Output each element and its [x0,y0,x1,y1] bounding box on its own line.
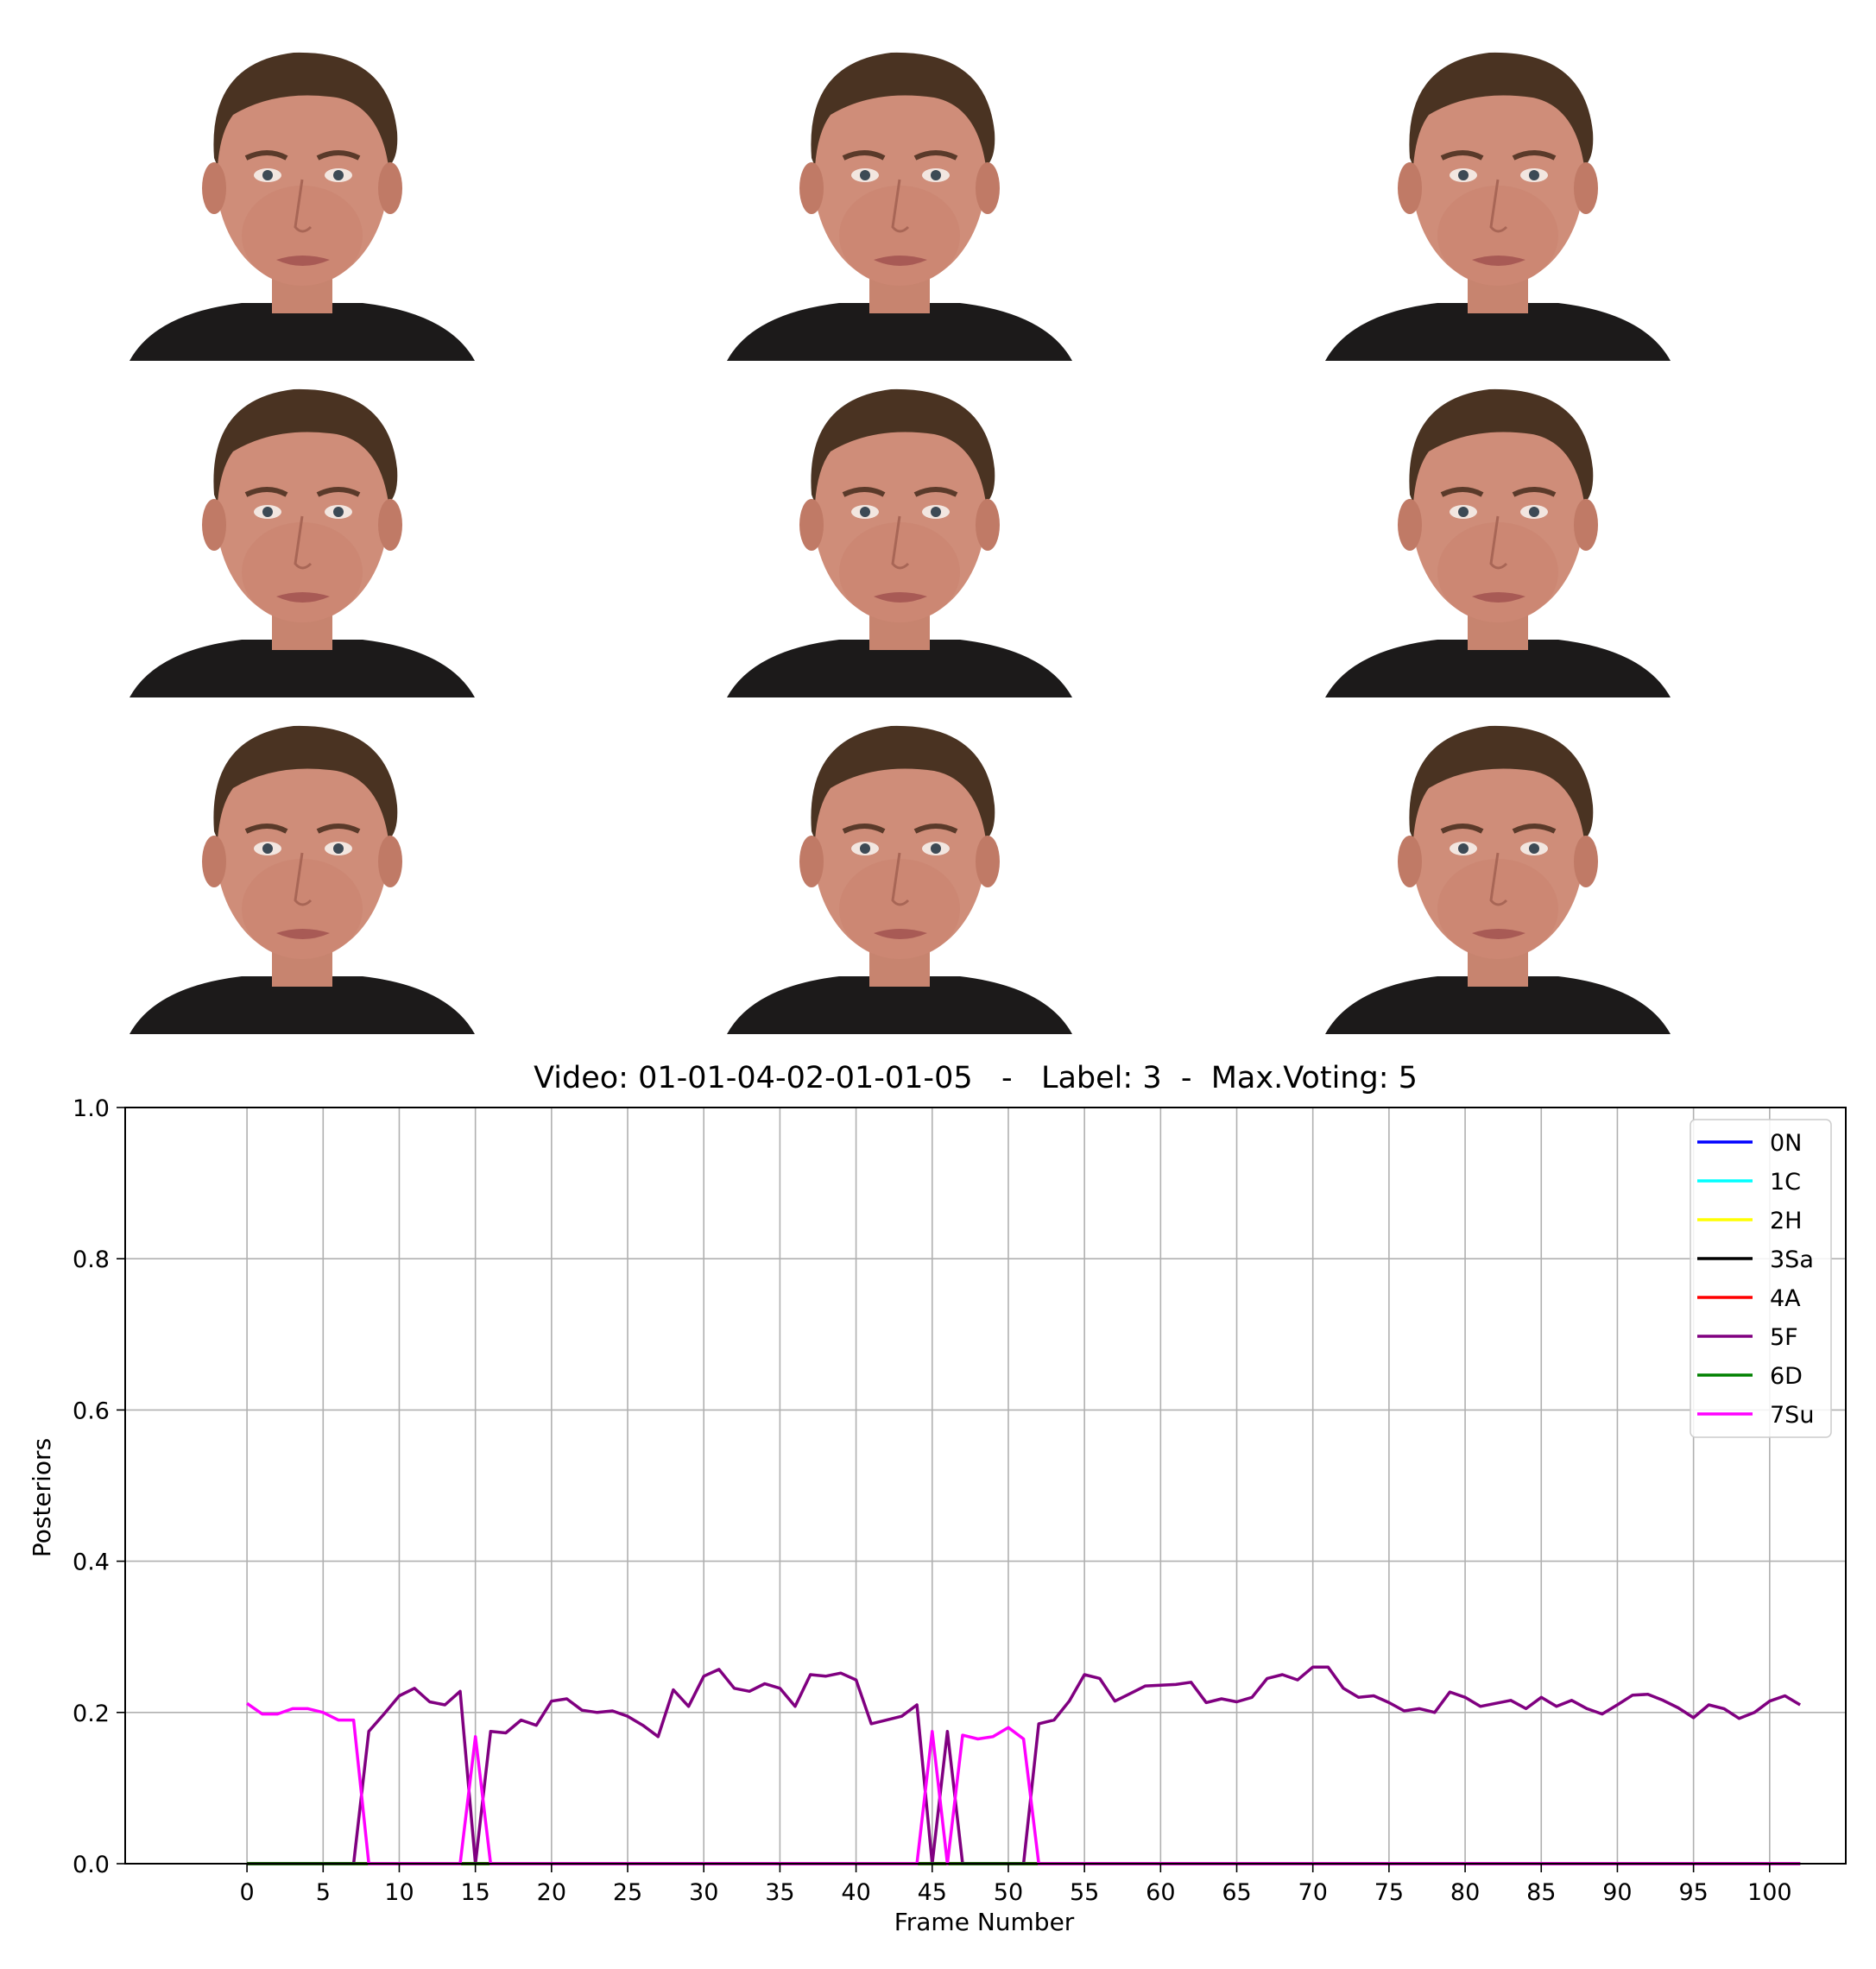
legend-label-4A: 4A [1770,1285,1801,1312]
y-tick-label: 0.2 [73,1701,110,1727]
posteriors-chart: 0 5 10 15 20 25 30 35 40 45 50 55 60 65 70 75 80 85 90 95 10… [28,1061,1847,1936]
face-frame-7 [95,702,509,1034]
x-tick-label: 15 [460,1879,490,1906]
x-tick-label: 50 [994,1879,1023,1906]
face-frame-4 [95,365,509,697]
y-tick-label: 0.4 [73,1549,110,1576]
legend-label-0N: 0N [1770,1130,1802,1157]
axis-ticks: 0 5 10 15 20 25 30 35 40 45 50 55 60 65 70 75 80 85 90 95 10… [73,1095,1792,1906]
x-tick-label: 60 [1146,1879,1175,1906]
x-tick-label: 5 [316,1879,331,1906]
legend-label-6D: 6D [1770,1363,1803,1390]
face-frame-9 [1291,702,1705,1034]
series-line-7Su [246,1701,1801,1865]
y-tick-label: 0.8 [73,1246,110,1273]
grid [125,1107,1846,1865]
x-tick-label: 10 [384,1879,414,1906]
x-tick-label: 0 [240,1879,255,1906]
legend-label-2H: 2H [1770,1208,1802,1234]
legend-label-1C: 1C [1770,1169,1801,1196]
legend-box [1690,1119,1832,1438]
face-frame-5 [692,365,1107,697]
x-tick-label: 55 [1070,1879,1099,1906]
y-tick-label: 1.0 [73,1095,110,1122]
x-tick-label: 30 [689,1879,718,1906]
y-tick-label: 0.0 [73,1852,110,1878]
plot-frame [124,1107,1847,1865]
x-tick-label: 75 [1374,1879,1404,1906]
x-axis-label: Frame Number [894,1908,1075,1936]
y-axis-label: Posteriors [28,1438,56,1557]
legend-label-7Su: 7Su [1770,1402,1814,1429]
y-tick-label: 0.6 [73,1398,110,1424]
legend-label-3Sa: 3Sa [1770,1246,1814,1273]
face-frame-1 [95,28,509,361]
x-tick-label: 25 [613,1879,642,1906]
face-frame-grid [95,28,1705,1034]
x-tick-label: 90 [1602,1879,1632,1906]
x-tick-label: 40 [841,1879,870,1906]
legend: 0N 1C 2H 3Sa 4A 5F 6D 7Su [1690,1119,1832,1438]
x-tick-label: 85 [1526,1879,1556,1906]
face-frame-6 [1291,365,1705,697]
x-tick-label: 70 [1298,1879,1328,1906]
legend-label-5F: 5F [1770,1324,1798,1351]
face-frame-8 [692,702,1107,1034]
x-tick-label: 35 [765,1879,794,1906]
x-tick-label: 45 [918,1879,947,1906]
x-tick-label: 95 [1678,1879,1708,1906]
x-tick-label: 65 [1222,1879,1251,1906]
chart-title: Video: 01-01-04-02-01-01-05 - Label: 3 -… [534,1061,1418,1095]
face-frame-3 [1291,28,1705,361]
series-lines [246,1665,1801,1865]
x-tick-label: 20 [537,1879,566,1906]
x-tick-label: 80 [1450,1879,1480,1906]
x-tick-label: 100 [1747,1879,1792,1906]
face-frame-2 [692,28,1107,361]
